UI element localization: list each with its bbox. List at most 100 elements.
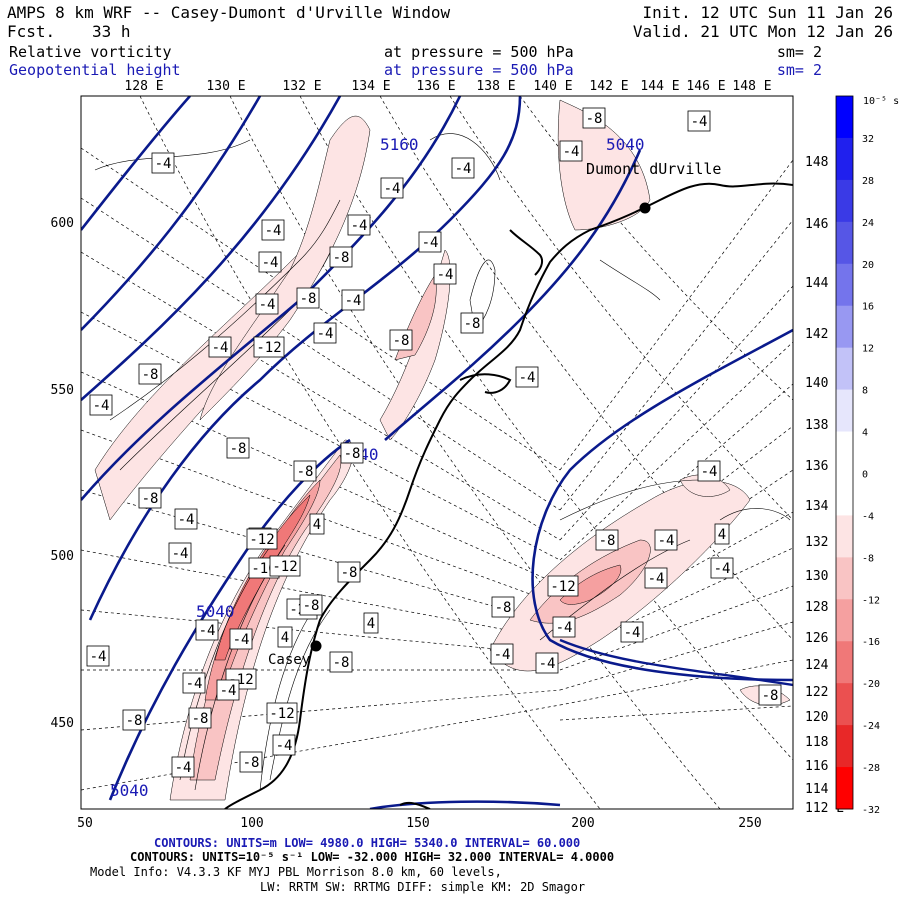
vorticity-label-box bbox=[188, 707, 212, 729]
right-lon-label: 132 E bbox=[805, 535, 844, 550]
vorticity-label: 4 bbox=[281, 630, 289, 646]
colorbar-frame bbox=[835, 95, 854, 810]
vorticity-label: -4 bbox=[199, 623, 216, 639]
top-lon-label: 128 E bbox=[124, 79, 163, 94]
colorbar-unit: 10⁻⁵ s⁻¹ bbox=[863, 96, 900, 107]
colorbar-swatch bbox=[836, 557, 853, 600]
vorticity-label-box bbox=[433, 263, 457, 285]
y-tick-label: 600 bbox=[51, 216, 74, 231]
vorticity-labels: -4 -8 -4 -4 -4 -4 -4 -4 -4 -4 -8 -4 -8 -4 -4 -12 -8 -4 -8 -… bbox=[86, 107, 782, 778]
vorticity-label: -4 bbox=[212, 340, 229, 356]
vorticity-label: -4 bbox=[455, 161, 472, 177]
right-lon-label: 116 E bbox=[805, 759, 844, 774]
right-lon-label: 120 E bbox=[805, 710, 844, 725]
colorbar-swatch bbox=[836, 179, 853, 223]
right-lon-label: 128 E bbox=[805, 600, 844, 615]
vorticity-label-box bbox=[138, 487, 162, 509]
right-lon-label: 140 E bbox=[805, 376, 844, 391]
vorticity-label-box bbox=[329, 246, 353, 268]
height-label: 5040 bbox=[196, 602, 235, 621]
colorbar-swatch bbox=[836, 221, 853, 265]
colorbar-label: 16 bbox=[862, 302, 874, 313]
vorticity-label: -4 bbox=[494, 647, 511, 663]
field2-name: Geopotential height bbox=[9, 61, 181, 79]
top-lon-label: 146 E bbox=[686, 79, 725, 94]
vorticity-label-box bbox=[138, 363, 162, 385]
top-lon-label: 142 E bbox=[589, 79, 628, 94]
colorbar-label: 0 bbox=[862, 469, 868, 480]
vorticity-label: -8 bbox=[230, 441, 247, 457]
vorticity-label: -12 bbox=[249, 532, 274, 548]
y-tick-label: 500 bbox=[51, 549, 74, 564]
colorbar-swatch bbox=[836, 263, 853, 307]
vorticity-label: 4 bbox=[313, 517, 321, 533]
vorticity-label-box bbox=[151, 152, 175, 174]
colorbar-label: -4 bbox=[862, 511, 874, 522]
vorticity-label-box bbox=[195, 619, 219, 641]
vorticity-label-box bbox=[389, 329, 413, 351]
top-longitude-labels: 128 E 130 E 132 E 134 E 136 E 138 E 140 … bbox=[124, 79, 771, 94]
vorticity-label-box bbox=[277, 626, 293, 648]
vorticity-label: -8 bbox=[142, 367, 159, 383]
vorticity-label: -12 bbox=[272, 559, 297, 575]
right-lon-label: 118 E bbox=[805, 735, 844, 750]
forecast-label: Fcst. bbox=[7, 22, 55, 41]
top-lon-label: 138 E bbox=[476, 79, 515, 94]
y-tick-label: 550 bbox=[51, 383, 74, 398]
colorbar-label: 12 bbox=[862, 344, 874, 355]
vorticity-label-box bbox=[89, 394, 113, 416]
colorbar-label: 20 bbox=[862, 260, 874, 271]
vorticity-label-box bbox=[347, 214, 371, 236]
vorticity-label: -8 bbox=[333, 655, 350, 671]
vorticity-label: -12 bbox=[269, 706, 294, 722]
vorticity-label-box bbox=[122, 709, 146, 731]
colorbar-swatch bbox=[836, 96, 853, 139]
vorticity-label: -8 bbox=[344, 446, 361, 462]
vorticity-label-box bbox=[299, 594, 323, 616]
vorticity-label: -4 bbox=[155, 156, 172, 172]
vorticity-label-box bbox=[337, 561, 361, 583]
right-lon-label: 130 E bbox=[805, 569, 844, 584]
height-label: 5040 bbox=[606, 135, 645, 154]
plot-background bbox=[81, 96, 793, 809]
vorticity-label-box bbox=[293, 460, 317, 482]
map-title: AMPS 8 km WRF -- Casey-Dumont d'Urville … bbox=[7, 3, 450, 22]
vorticity-label-box bbox=[216, 679, 240, 701]
colorbar-swatch bbox=[836, 515, 853, 558]
vorticity-label-box bbox=[460, 312, 484, 334]
vorticity-label: -4 bbox=[714, 561, 731, 577]
vorticity-label-box bbox=[269, 555, 301, 577]
vorticity-label: -4 bbox=[317, 326, 334, 342]
vorticity-label: -8 bbox=[303, 598, 320, 614]
vorticity-label: -12 bbox=[550, 579, 575, 595]
y-tick-label: 450 bbox=[51, 716, 74, 731]
vorticity-label-box bbox=[239, 751, 263, 773]
vorticity-label: -4 bbox=[233, 632, 250, 648]
coastline bbox=[224, 182, 793, 809]
vorticity-label: -8 bbox=[243, 755, 260, 771]
station-dumont-label: Dumont dUrville bbox=[586, 160, 721, 178]
vorticity-label-box bbox=[309, 513, 325, 535]
x-axis-ticks: 50 100 150 200 250 bbox=[77, 816, 762, 831]
x-tick-label: 150 bbox=[406, 816, 429, 831]
vorticity-label: -4 bbox=[220, 683, 237, 699]
vorticity-label-box bbox=[582, 107, 606, 129]
colorbar-swatch bbox=[836, 599, 853, 642]
vorticity-label: -4 bbox=[648, 571, 665, 587]
x-tick-label: 50 bbox=[77, 816, 93, 831]
vorticity-label: -8 bbox=[599, 533, 616, 549]
vorticity-label: -4 bbox=[563, 144, 580, 160]
vorticity-label: -8 bbox=[464, 316, 481, 332]
right-lon-label: 134 E bbox=[805, 499, 844, 514]
vorticity-label-box bbox=[595, 529, 619, 551]
vorticity-label: -8 bbox=[297, 464, 314, 480]
vorticity-label-box bbox=[341, 289, 365, 311]
colorbar-label: -28 bbox=[862, 763, 880, 774]
colorbar-label: -8 bbox=[862, 553, 874, 564]
plot-frame bbox=[80, 95, 794, 810]
vorticity-label: -4 bbox=[262, 255, 279, 271]
vorticity-label: -4 bbox=[93, 398, 110, 414]
height-label: 5160 bbox=[380, 135, 419, 154]
vorticity-label: -4 bbox=[691, 114, 708, 130]
colorbar-swatch bbox=[836, 305, 853, 349]
